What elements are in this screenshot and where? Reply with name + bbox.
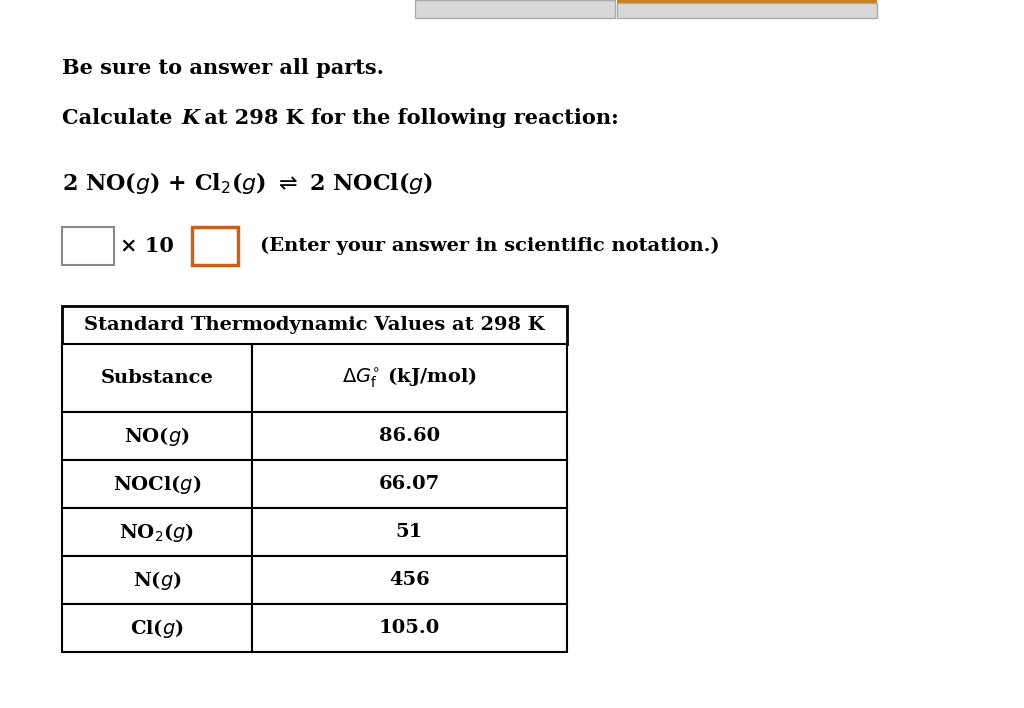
Text: Be sure to answer all parts.: Be sure to answer all parts.: [62, 58, 384, 78]
Text: NOCl($g$): NOCl($g$): [113, 472, 202, 496]
Bar: [252, 344, 567, 412]
Bar: [62, 306, 567, 344]
Bar: [252, 604, 567, 652]
Text: Standard Thermodynamic Values at 298 K: Standard Thermodynamic Values at 298 K: [84, 316, 545, 334]
Text: × 10: × 10: [120, 236, 174, 256]
Bar: [252, 460, 567, 508]
FancyBboxPatch shape: [62, 227, 114, 265]
Text: NO($g$): NO($g$): [124, 425, 189, 447]
Text: 51: 51: [396, 523, 423, 541]
Bar: [252, 556, 567, 604]
Text: Substance: Substance: [100, 369, 213, 387]
Text: 456: 456: [389, 571, 430, 589]
Bar: [252, 508, 567, 556]
Bar: [62, 604, 252, 652]
Text: $\Delta G^{\circ}_{\mathrm{f}}$ (kJ/mol): $\Delta G^{\circ}_{\mathrm{f}}$ (kJ/mol): [342, 366, 477, 390]
Bar: [62, 556, 252, 604]
Bar: [617, 0, 877, 3]
Bar: [415, 0, 615, 18]
Text: 86.60: 86.60: [379, 427, 440, 445]
Text: K: K: [181, 108, 199, 128]
Bar: [62, 508, 252, 556]
Bar: [617, 3, 877, 18]
Bar: [252, 412, 567, 460]
Bar: [62, 344, 252, 412]
Text: (Enter your answer in scientific notation.): (Enter your answer in scientific notatio…: [260, 237, 720, 255]
Text: 2 NO($g$) + Cl$_2$($g$) $\rightleftharpoons$ 2 NOCl($g$): 2 NO($g$) + Cl$_2$($g$) $\rightleftharpo…: [62, 170, 433, 196]
Text: NO$_2$($g$): NO$_2$($g$): [120, 520, 195, 544]
Text: 105.0: 105.0: [379, 619, 440, 637]
Bar: [62, 460, 252, 508]
Text: 66.07: 66.07: [379, 475, 440, 493]
Text: Calculate: Calculate: [62, 108, 179, 128]
Text: N($g$): N($g$): [133, 569, 181, 591]
FancyBboxPatch shape: [193, 227, 238, 265]
Bar: [62, 412, 252, 460]
Text: at 298 K for the following reaction:: at 298 K for the following reaction:: [197, 108, 618, 128]
Text: Cl($g$): Cl($g$): [130, 617, 184, 639]
